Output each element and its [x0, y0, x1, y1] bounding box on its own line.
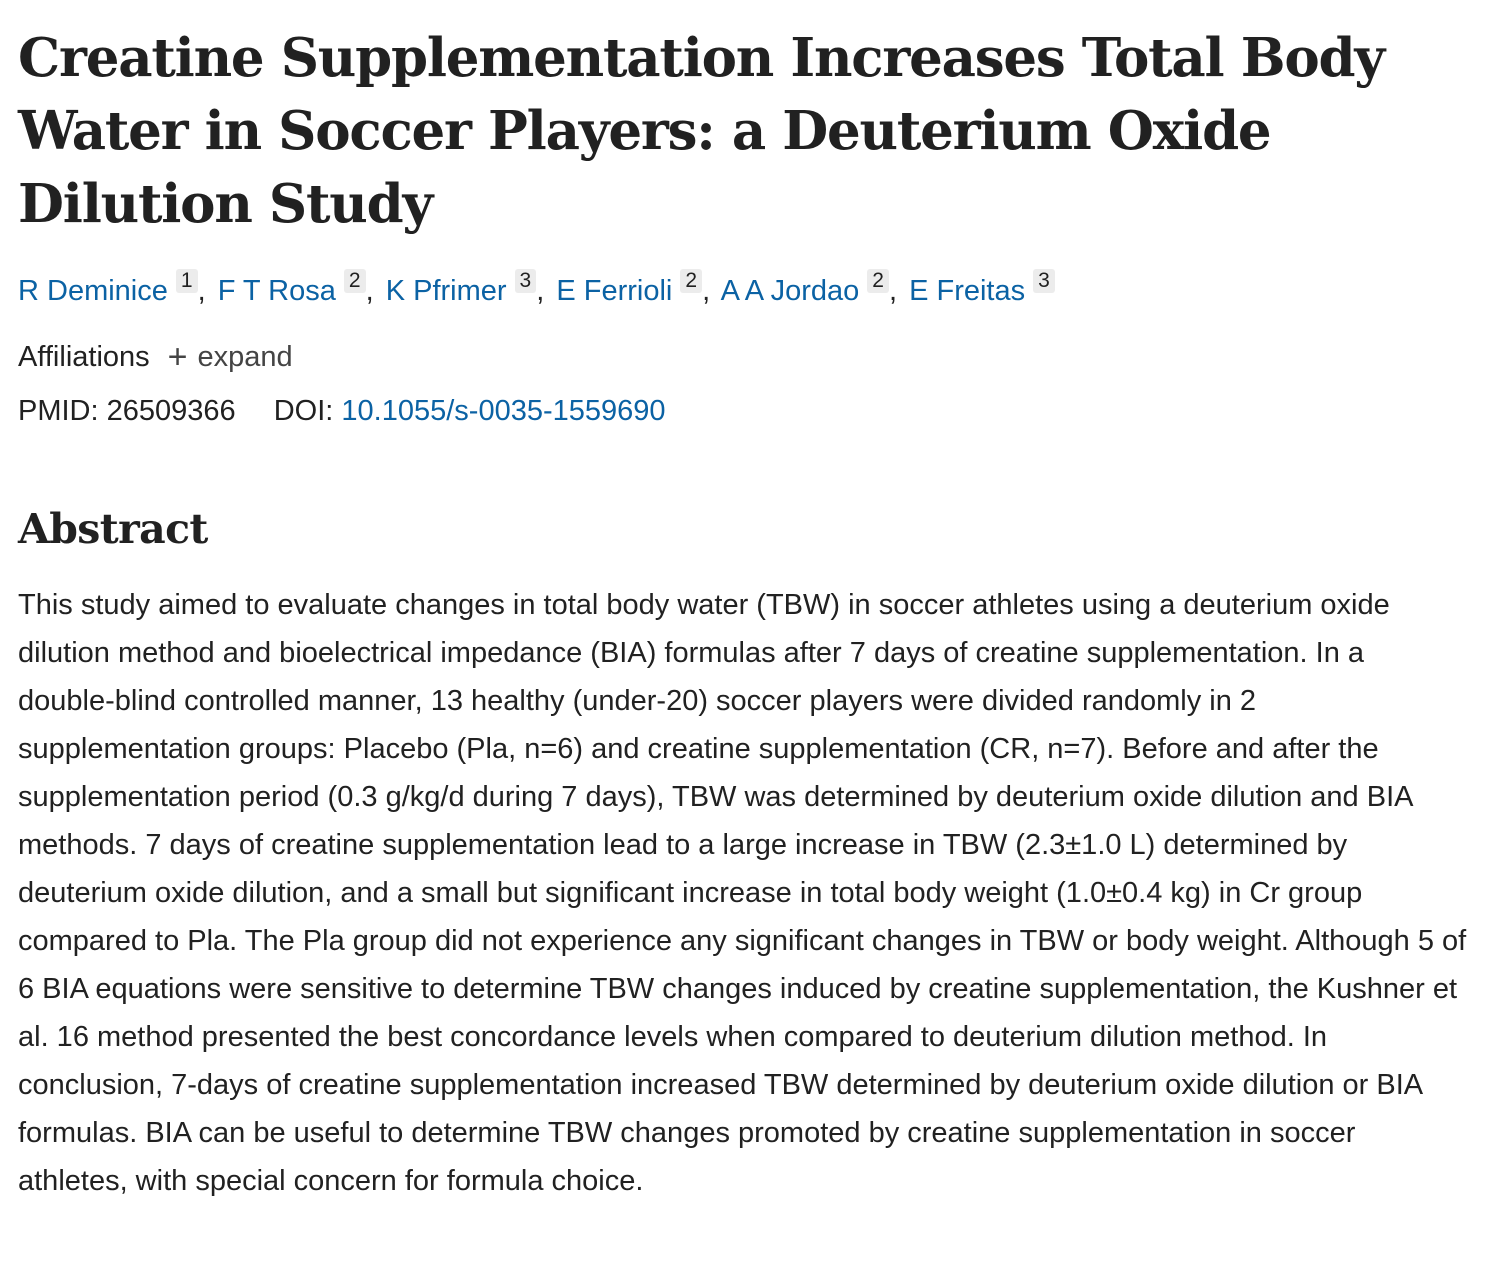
affiliation-ref[interactable]: 3 [1033, 269, 1055, 293]
author-separator: , [365, 275, 374, 307]
plus-icon: + [167, 338, 188, 376]
author-link[interactable]: F T Rosa [217, 275, 336, 307]
expand-label: expand [197, 341, 293, 373]
article-page: Creatine Supplementation Increases Total… [18, 0, 1478, 1205]
author-separator: , [888, 275, 898, 307]
identifiers-row: PMID: 26509366 DOI: 10.1055/s-0035-15596… [18, 391, 1478, 431]
pmid: PMID: 26509366 [18, 395, 236, 427]
author-list: R Deminice 1, F T Rosa 2, K Pfrimer 3, E Fe… [18, 269, 1478, 311]
author-separator: , [536, 275, 545, 307]
abstract-text: This study aimed to evaluate changes in … [18, 589, 1467, 1197]
author-link[interactable]: A A Jordao [720, 275, 860, 307]
author-link[interactable]: E Freitas [909, 275, 1026, 307]
author-link[interactable]: R Deminice [18, 275, 168, 307]
author-link[interactable]: E Ferrioli [556, 275, 673, 307]
expand-affiliations-button[interactable]: + expand [168, 337, 293, 377]
article-title: Creatine Supplementation Increases Total… [18, 27, 1385, 235]
affiliation-ref[interactable]: 2 [343, 269, 366, 293]
affiliations-row: Affiliations + expand [18, 337, 1478, 377]
affiliation-ref[interactable]: 3 [514, 269, 537, 293]
abstract-heading: Abstract [18, 505, 208, 553]
affiliation-ref[interactable]: 2 [867, 269, 889, 293]
doi-label: DOI: [273, 395, 334, 427]
doi-link[interactable]: 10.1055/s-0035-1559690 [341, 395, 666, 427]
author-separator: , [702, 275, 711, 307]
author-link[interactable]: K Pfrimer [385, 275, 507, 307]
author-separator: , [197, 275, 206, 307]
affiliations-label: Affiliations [18, 341, 150, 373]
affiliation-ref[interactable]: 2 [680, 269, 703, 293]
affiliation-ref[interactable]: 1 [175, 269, 198, 293]
